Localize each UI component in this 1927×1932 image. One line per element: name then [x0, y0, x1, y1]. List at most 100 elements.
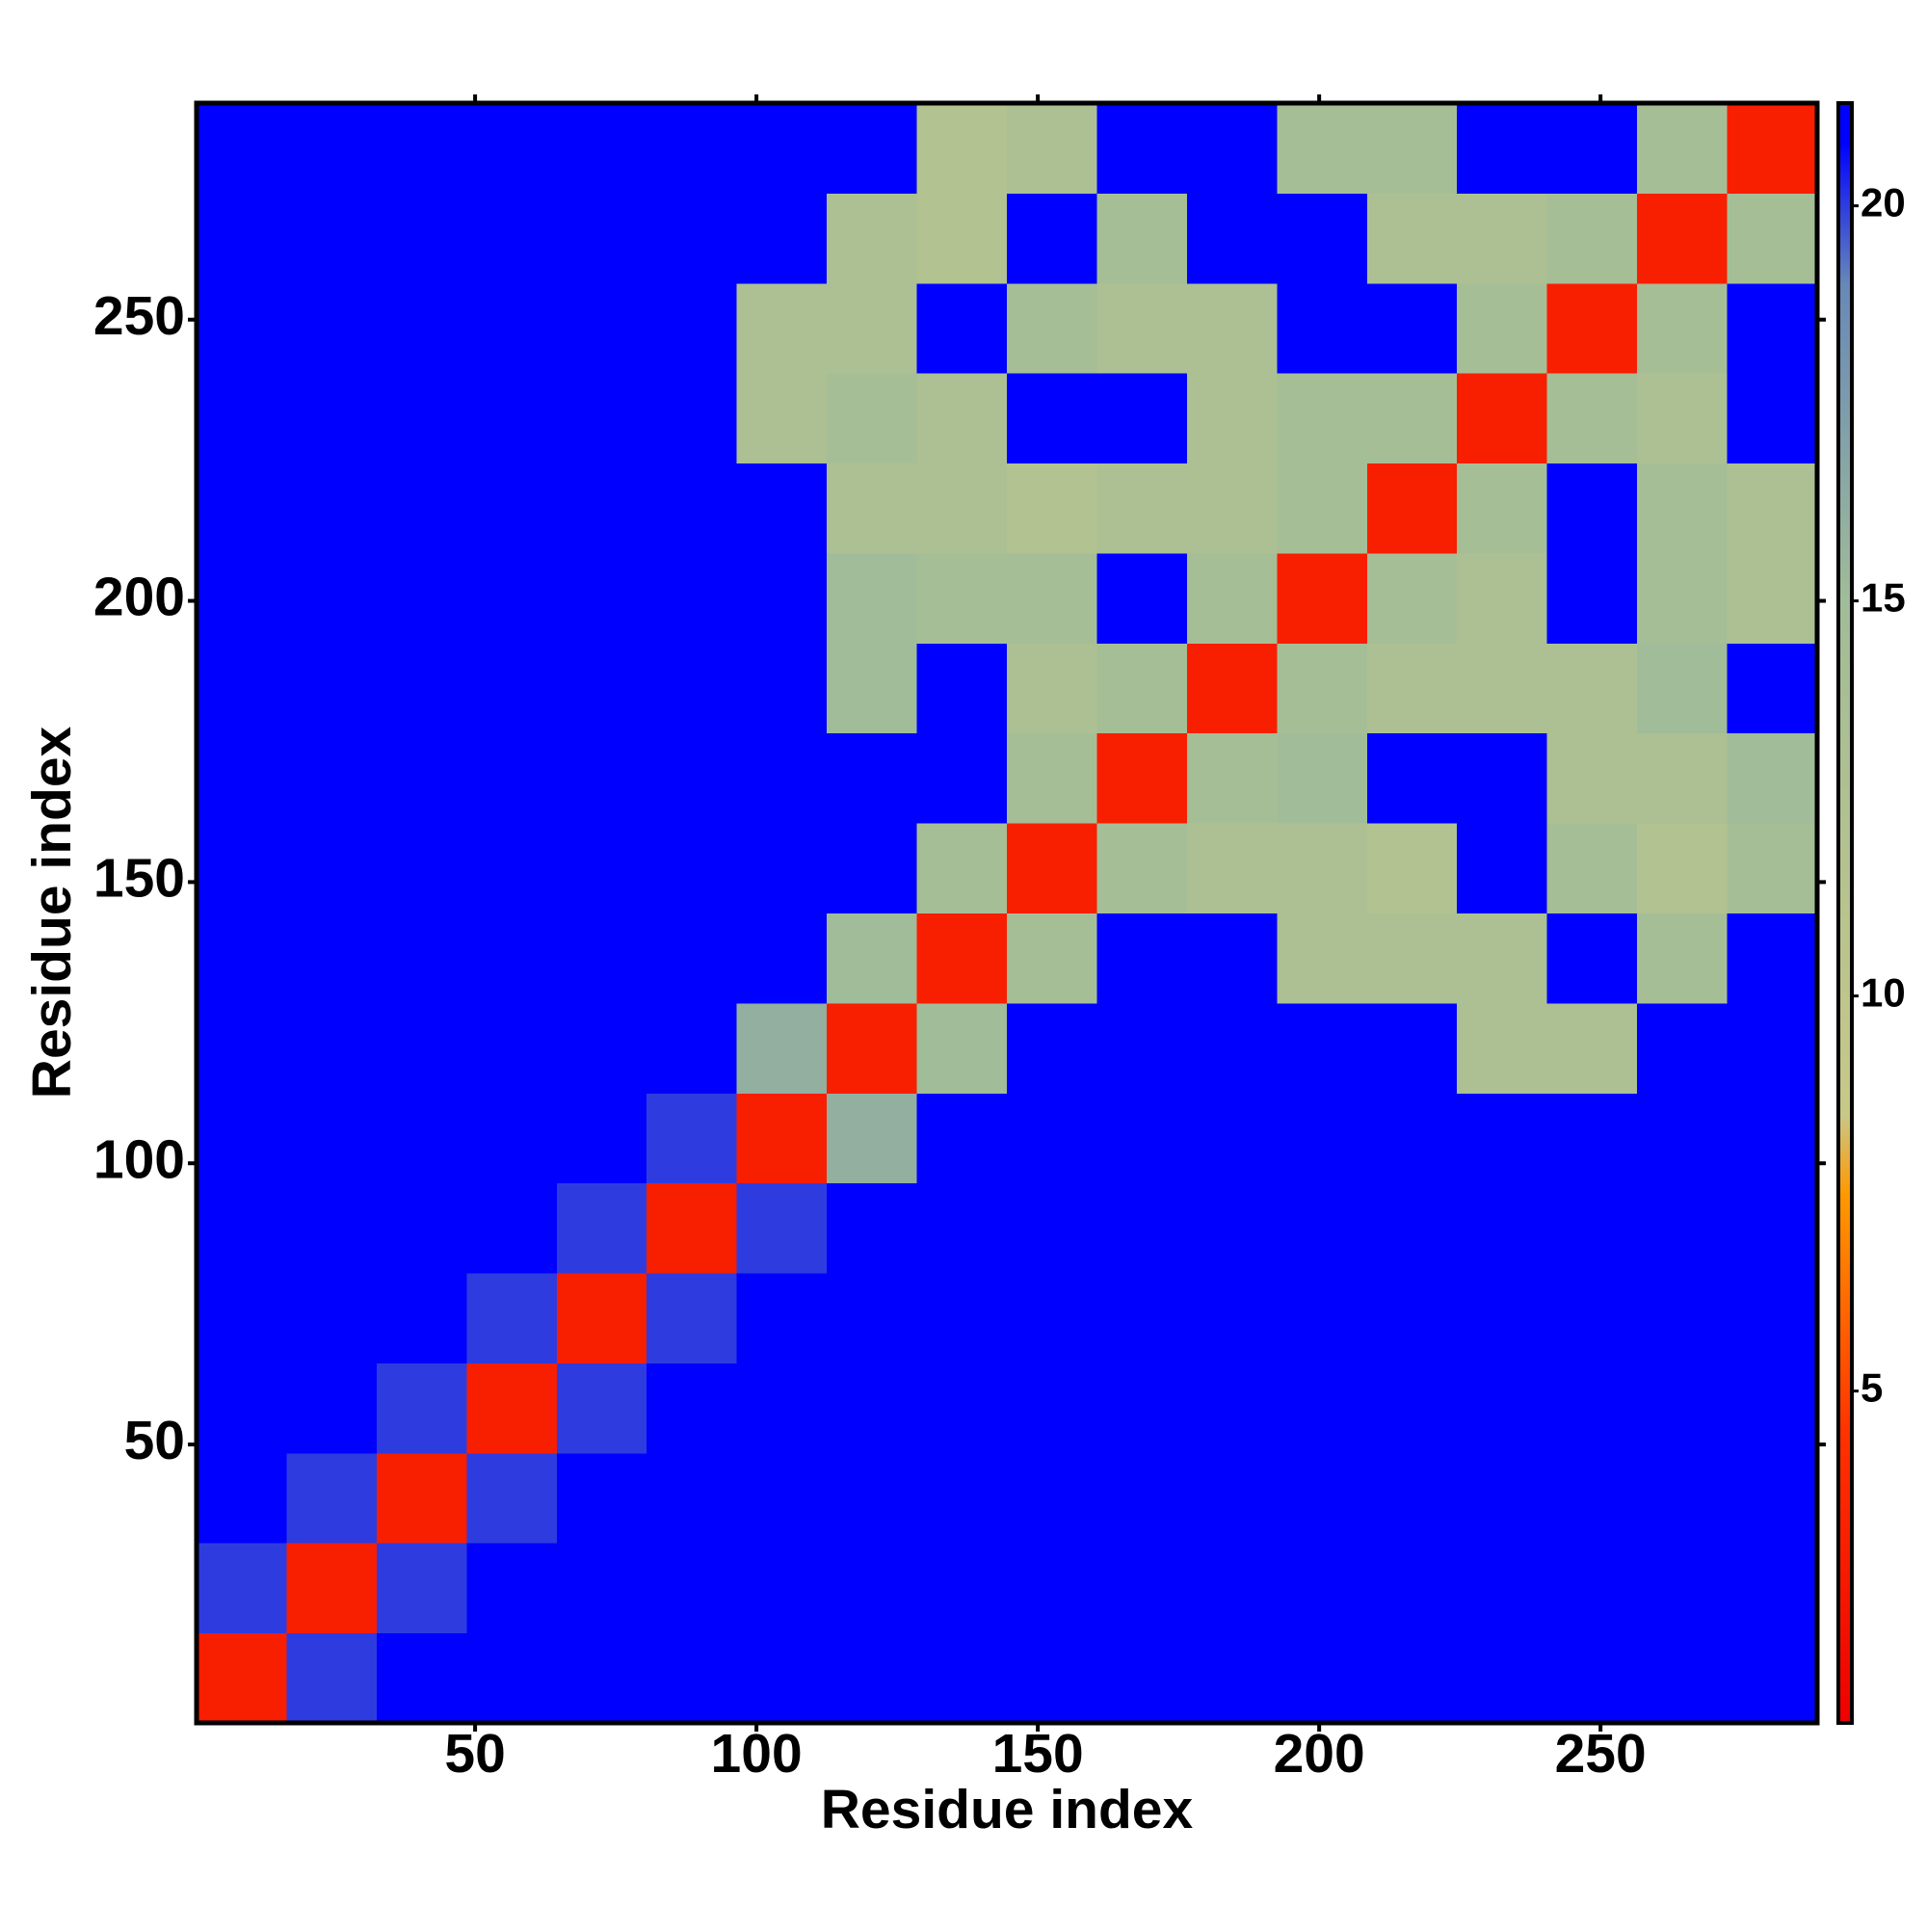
- heatmap-cell: [1457, 823, 1548, 913]
- heatmap-cell: [1366, 913, 1458, 1004]
- heatmap-cell: [466, 1002, 558, 1094]
- heatmap-cell: [556, 1182, 647, 1274]
- heatmap-cell: [647, 732, 738, 824]
- heatmap-cell: [1546, 552, 1638, 644]
- heatmap-cell: [1457, 1273, 1548, 1363]
- heatmap-cell: [376, 823, 467, 913]
- heatmap-cell: [827, 373, 918, 464]
- heatmap-cell: [647, 1452, 738, 1544]
- heatmap-cell: [1366, 1273, 1458, 1363]
- y-tick-label: 200: [93, 567, 185, 628]
- heatmap-cell: [1186, 373, 1278, 464]
- heatmap-cell: [556, 1363, 647, 1454]
- heatmap-cell: [1366, 1452, 1458, 1544]
- heatmap-cell: [916, 1543, 1008, 1634]
- heatmap-cell: [916, 552, 1008, 644]
- heatmap-cell: [647, 1363, 738, 1454]
- heatmap-cell: [1186, 552, 1278, 644]
- heatmap-cell: [736, 1363, 828, 1454]
- colorbar-tick-label: 10: [1861, 970, 1906, 1016]
- heatmap-cell: [1186, 463, 1278, 554]
- heatmap-cell: [916, 1182, 1008, 1274]
- heatmap-cell: [1546, 373, 1638, 464]
- heatmap-cell: [1096, 1002, 1188, 1094]
- heatmap-cell: [1637, 463, 1729, 554]
- heatmap-cell: [916, 1273, 1008, 1363]
- heatmap-cell: [1546, 643, 1638, 734]
- heatmap-cell: [1096, 1632, 1188, 1724]
- heatmap-cell: [1366, 732, 1458, 824]
- heatmap-cell: [736, 1452, 828, 1544]
- heatmap-cell: [1727, 103, 1818, 194]
- heatmap-cell: [376, 1632, 467, 1724]
- colorbar-tick-label: 20: [1861, 180, 1906, 225]
- heatmap-cell: [736, 1273, 828, 1363]
- heatmap-cell: [736, 823, 828, 913]
- heatmap-cell: [736, 643, 828, 734]
- heatmap-cell: [736, 913, 828, 1004]
- heatmap-cell: [1096, 643, 1188, 734]
- heatmap-cell: [1546, 1182, 1638, 1274]
- heatmap-cell: [1727, 373, 1818, 464]
- heatmap-cell: [1186, 1452, 1278, 1544]
- heatmap-cell: [1007, 1002, 1097, 1094]
- heatmap-cell: [466, 1182, 558, 1274]
- heatmap-cell: [736, 1543, 828, 1634]
- heatmap-cell: [556, 1093, 647, 1184]
- heatmap-cell: [1457, 1363, 1548, 1454]
- heatmap-cell: [1637, 1002, 1729, 1094]
- heatmap-cell: [1546, 463, 1638, 554]
- colorbar: [1836, 101, 1854, 1725]
- heatmap-cell: [1546, 1543, 1638, 1634]
- heatmap-cell: [1096, 282, 1188, 374]
- heatmap-cell: [1546, 1452, 1638, 1544]
- y-tick-label: 50: [124, 1410, 185, 1471]
- heatmap-cell: [1186, 1182, 1278, 1274]
- heatmap-cell: [1546, 282, 1638, 374]
- heatmap-cell: [197, 1002, 287, 1094]
- heatmap-cell: [1457, 1093, 1548, 1184]
- heatmap-cell: [1277, 373, 1368, 464]
- heatmap-cell: [286, 193, 378, 284]
- heatmap-cell: [197, 103, 287, 194]
- heatmap-cell: [1727, 913, 1818, 1004]
- heatmap-cell: [556, 1632, 647, 1724]
- heatmap-cell: [466, 282, 558, 374]
- heatmap-cell: [1366, 103, 1458, 194]
- heatmap-cell: [197, 913, 287, 1004]
- heatmap-cell: [1007, 1093, 1097, 1184]
- heatmap-cell: [286, 552, 378, 644]
- heatmap-cell: [827, 463, 918, 554]
- heatmap-cell: [1277, 1363, 1368, 1454]
- heatmap-cell: [556, 373, 647, 464]
- heatmap-cell: [286, 1543, 378, 1634]
- x-tick-label: 250: [1555, 1723, 1647, 1785]
- heatmap-cell: [1007, 552, 1097, 644]
- heatmap-cell: [556, 552, 647, 644]
- y-tick-label: 150: [93, 847, 185, 909]
- heatmap-cell: [466, 1363, 558, 1454]
- heatmap-cell: [1096, 823, 1188, 913]
- heatmap-cell: [1727, 193, 1818, 284]
- heatmap-cell: [1277, 193, 1368, 284]
- heatmap-cell: [1637, 732, 1729, 824]
- heatmap-cell: [916, 193, 1008, 284]
- heatmap-cell: [1637, 282, 1729, 374]
- heatmap-cell: [916, 282, 1008, 374]
- heatmap-cell: [556, 732, 647, 824]
- heatmap-cell: [827, 1632, 918, 1724]
- heatmap-cell: [286, 282, 378, 374]
- heatmap-cell: [1457, 193, 1548, 284]
- heatmap-cell: [286, 732, 378, 824]
- heatmap-cell: [1007, 1273, 1097, 1363]
- heatmap-cell: [286, 913, 378, 1004]
- heatmap-cell: [1277, 1273, 1368, 1363]
- heatmap-cell: [1096, 1182, 1188, 1274]
- heatmap-cell: [466, 193, 558, 284]
- heatmap-cell: [1457, 463, 1548, 554]
- heatmap-cell: [1637, 1273, 1729, 1363]
- heatmap-cell: [1366, 823, 1458, 913]
- heatmap-cell: [647, 913, 738, 1004]
- heatmap-cell: [286, 1002, 378, 1094]
- heatmap-cell: [466, 103, 558, 194]
